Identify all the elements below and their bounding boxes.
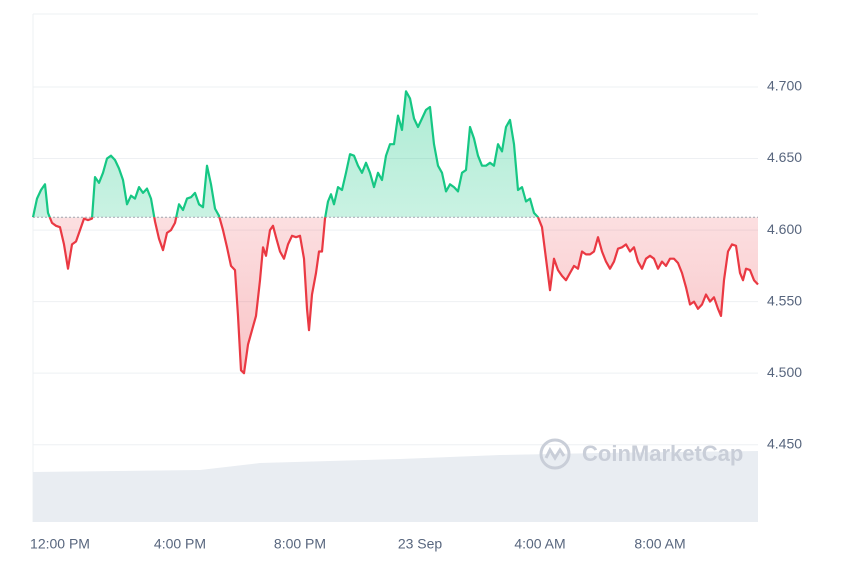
x-tick-label: 4:00 PM — [154, 536, 206, 552]
x-tick-label: 23 Sep — [398, 536, 443, 552]
y-tick-label: 4.500 — [767, 364, 802, 380]
y-tick-label: 4.550 — [767, 292, 802, 308]
x-tick-label: 8:00 AM — [634, 536, 685, 552]
grid — [33, 86, 758, 446]
lines — [31, 90, 759, 375]
x-tick-label: 8:00 PM — [274, 536, 326, 552]
y-tick-label: 4.700 — [767, 78, 802, 94]
watermark-logo — [539, 438, 571, 470]
area-up — [33, 91, 538, 218]
price-line-down — [32, 217, 759, 375]
x-tick-label: 12:00 PM — [30, 536, 90, 552]
y-tick-label: 4.450 — [767, 435, 802, 451]
y-tick-label: 4.600 — [767, 221, 802, 237]
area-down — [33, 217, 758, 374]
price-line-up — [31, 90, 540, 218]
x-tick-label: 4:00 AM — [514, 536, 565, 552]
volume-area — [33, 451, 758, 522]
areas — [33, 91, 758, 374]
y-tick-label: 4.650 — [767, 149, 802, 165]
watermark: CoinMarketCap — [582, 441, 743, 466]
labels: 4.450 4.500 4.550 4.600 4.650 4.700 12:00 PM 4:… — [30, 78, 802, 552]
